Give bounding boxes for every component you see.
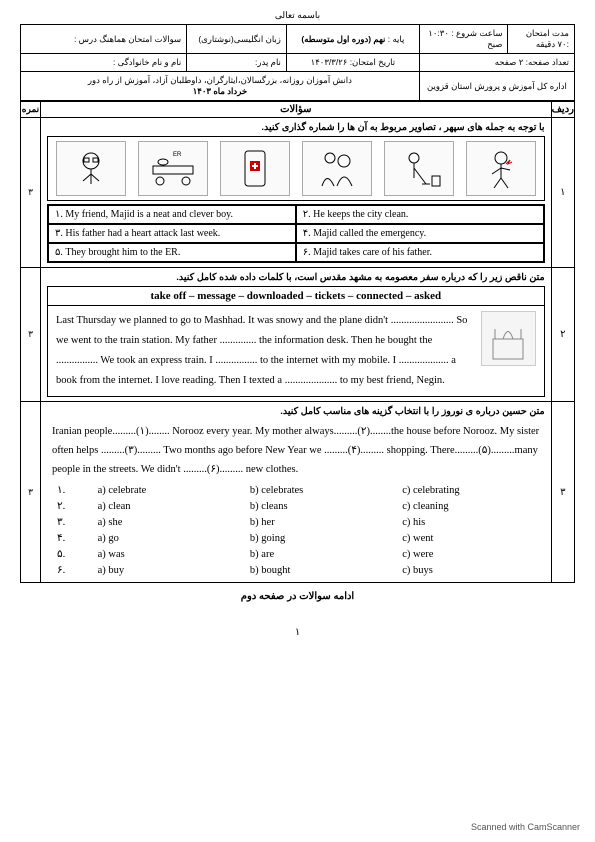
opt-b: b) are — [240, 546, 392, 562]
opt-a: a) go — [88, 530, 240, 546]
q1-s3: ۳. His father had a heart attack last we… — [48, 224, 296, 243]
q2-title: متن ناقص زیر را که درباره سفر معصومه به … — [47, 272, 545, 283]
opt-b: b) celebrates — [240, 482, 392, 498]
header-date: تاریخ امتحان: ۱۴۰۳/۳/۲۶ — [311, 57, 395, 67]
q3-num: ۳ — [560, 487, 565, 498]
top-title: باسمه تعالی — [20, 10, 575, 21]
header-name: نام و نام خانوادگی : — [113, 57, 181, 67]
q1-s1: ۱. My friend, Majid is a neat and clever… — [48, 205, 296, 224]
opt-b: b) her — [240, 514, 392, 530]
opt-num: ۳. — [47, 514, 88, 530]
opt-c: c) were — [392, 546, 544, 562]
opt-c: c) his — [392, 514, 544, 530]
opt-c: c) buys — [392, 562, 544, 578]
opt-a: a) clean — [88, 498, 240, 514]
page-number: ۱ — [20, 627, 575, 638]
opt-num: ۴. — [47, 530, 88, 546]
opt-c: c) celebrating — [392, 482, 544, 498]
header-month: خرداد ماه ۱۴۰۳ — [193, 86, 247, 96]
q1-num: ۱ — [560, 187, 565, 198]
opt-num: ۱. — [47, 482, 88, 498]
header-students: دانش آموزان روزانه، بزرگسالان،ایثارگران،… — [88, 75, 352, 85]
svg-text:ER: ER — [173, 152, 182, 158]
q1-title: با توجه به جمله های سپهر ، تصاویر مربوط … — [47, 122, 545, 133]
opt-num: ۲. — [47, 498, 88, 514]
q1-pictures: ER — [47, 136, 545, 201]
q2-score: ۳ — [28, 329, 33, 339]
opt-b: b) going — [240, 530, 392, 546]
camscanner-watermark: Scanned with CamScanner — [471, 822, 580, 832]
shrine-image — [481, 311, 536, 366]
q2-wordbank: take off – message – downloaded – ticket… — [47, 286, 545, 306]
header-pages: تعداد صفحه: ۲ صفحه — [495, 57, 569, 67]
q2-passage: Last Thursday we planned to go to Mashha… — [47, 306, 545, 397]
q3-options: ۱. a) celebrate b) celebrates c) celebra… — [47, 482, 545, 578]
opt-b: b) bought — [240, 562, 392, 578]
header-org: اداره کل آموزش و پرورش استان قزوین — [427, 81, 567, 91]
q3-score: ۳ — [28, 487, 33, 497]
col-questions-label: سؤالات — [280, 104, 311, 115]
header-start: ساعت شروع : ۱۰:۳۰ صبح — [428, 28, 502, 49]
opt-b: b) cleans — [240, 498, 392, 514]
q1-s4: ۴. Majid called the emergency. — [296, 224, 544, 243]
q1-s2: ۲. He keeps the city clean. — [296, 205, 544, 224]
pic-er-stretcher: ER — [138, 141, 208, 196]
opt-num: ۶. — [47, 562, 88, 578]
pic-care-father — [302, 141, 372, 196]
pic-phone-emergency — [220, 141, 290, 196]
opt-a: a) she — [88, 514, 240, 530]
main-table: نمره سؤالات ردیف ۳ با توجه به جمله های س… — [20, 101, 575, 583]
pic-heart-attack — [466, 141, 536, 196]
q2-num: ۲ — [560, 329, 565, 340]
opt-num: ۵. — [47, 546, 88, 562]
opt-c: c) cleaning — [392, 498, 544, 514]
pic-boy-glasses — [56, 141, 126, 196]
continue-note: ادامه سوالات در صفحه دوم — [20, 591, 575, 602]
opt-a: a) was — [88, 546, 240, 562]
header-grade-label: پایه : — [388, 34, 405, 44]
q1-s5: ۵. They brought him to the ER. — [48, 243, 296, 262]
opt-a: a) buy — [88, 562, 240, 578]
pic-street-clean — [384, 141, 454, 196]
header-father: نام پدر: — [255, 57, 281, 67]
col-score-label: نمره — [22, 104, 39, 114]
q1-s6: ۶. Majid takes care of his father. — [296, 243, 544, 262]
header-label: سوالات امتحان هماهنگ درس : — [74, 34, 181, 44]
header-subject: زبان انگلیسی(نوشتاری) — [198, 34, 281, 44]
header-grade: نهم (دوره اول متوسطه) — [301, 34, 385, 44]
opt-c: c) went — [392, 530, 544, 546]
header-duration: مدت امتحان :۷۰ دقیقه — [526, 28, 569, 49]
col-row-label: ردیف — [552, 104, 574, 115]
q2-text: Last Thursday we planned to go to Mashha… — [56, 311, 476, 391]
header-table: سوالات امتحان هماهنگ درس : زبان انگلیسی(… — [20, 24, 575, 101]
q3-text: Iranian people.........(۱)........ Noroo… — [47, 420, 545, 483]
q1-score: ۳ — [28, 187, 33, 197]
q3-title: متن حسین درباره ی نوروز را با انتخاب گزی… — [47, 406, 545, 417]
q1-sentences: ۱. My friend, Majid is a neat and clever… — [47, 204, 545, 263]
opt-a: a) celebrate — [88, 482, 240, 498]
